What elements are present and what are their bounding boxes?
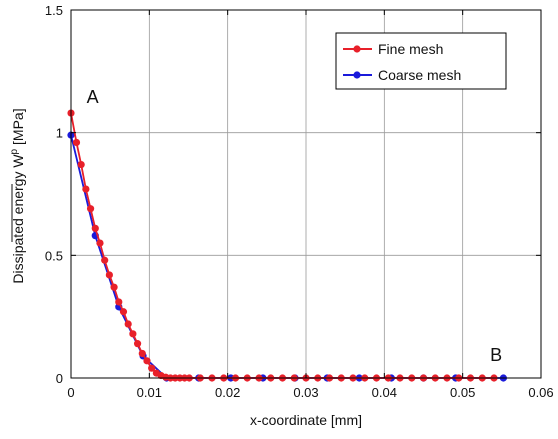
fine-mesh-point (124, 320, 132, 328)
fine-mesh-point (101, 256, 109, 264)
fine-mesh-point (82, 185, 90, 193)
x-tick-label: 0.03 (293, 385, 318, 400)
fine-mesh-point (105, 271, 113, 279)
x-axis-label: x-coordinate [mm] (250, 412, 362, 428)
fine-mesh-point (96, 239, 104, 247)
y-tick-label: 0.5 (45, 248, 63, 263)
fine-mesh-point (148, 364, 156, 372)
legend-fine-label: Fine mesh (378, 41, 443, 57)
fine-mesh-point (119, 308, 128, 316)
legend-coarse-label: Coarse mesh (378, 67, 461, 83)
x-tick-label: 0.02 (215, 385, 240, 400)
fine-mesh-point (143, 357, 151, 365)
fine-mesh-point (138, 349, 146, 358)
legend-coarse-marker (353, 71, 361, 79)
fine-mesh-point (115, 298, 123, 306)
y-tick-label: 1.5 (45, 3, 63, 18)
x-tick-label: 0.05 (450, 385, 475, 400)
y-axis-label-main: Dissipated energy W (10, 154, 26, 284)
legend-box (335, 32, 507, 90)
fine-mesh-point (86, 205, 95, 213)
annotation-b: B (490, 345, 502, 365)
y-axis-label-superscript: p (9, 148, 20, 154)
x-tick-label: 0 (67, 385, 74, 400)
x-tick-label: 0.01 (137, 385, 162, 400)
legend-fine-marker (353, 45, 361, 53)
x-tick-label: 0.04 (372, 385, 397, 400)
tick-labels: 0 0.01 0.02 0.03 0.04 0.05 0.06 0 0.5 1 1.5 (45, 3, 554, 400)
fine-mesh-point (91, 224, 99, 232)
y-axis-label-unit: [MPa] (10, 108, 26, 148)
fine-mesh-point (77, 160, 85, 169)
annotations: AB (87, 87, 502, 365)
fine-mesh-point (133, 340, 142, 348)
y-axis-label: Dissipated energy Wp [MPa] (9, 108, 26, 283)
fine-mesh-point (110, 283, 118, 291)
legend: Fine mesh Coarse mesh (335, 32, 507, 90)
x-tick-label: 0.06 (528, 385, 553, 400)
annotation-a: A (87, 87, 99, 107)
ticks (70, 9, 542, 379)
y-tick-label: 0 (56, 371, 63, 386)
fine-mesh-point (129, 330, 137, 338)
y-tick-label: 1 (56, 126, 63, 141)
fine-mesh-point (72, 138, 81, 147)
